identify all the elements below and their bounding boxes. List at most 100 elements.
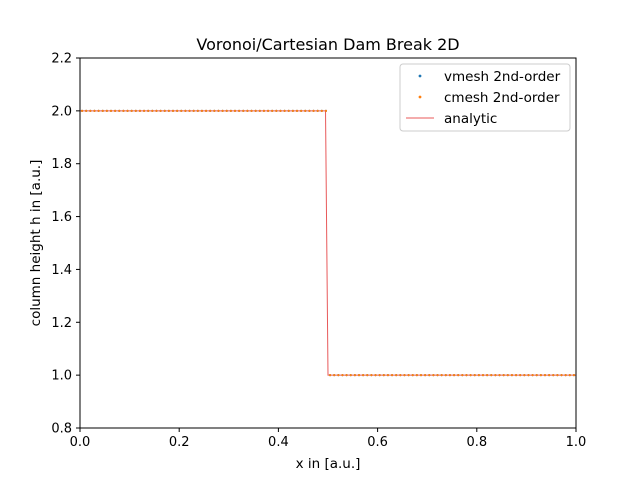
data-point	[548, 374, 551, 377]
data-point	[560, 374, 563, 377]
data-point	[130, 109, 133, 112]
data-point	[192, 109, 195, 112]
data-point	[126, 109, 129, 112]
data-point	[523, 374, 526, 377]
data-point	[514, 374, 518, 377]
data-point	[324, 109, 328, 112]
data-point	[275, 109, 278, 112]
data-point	[283, 109, 286, 112]
data-point	[295, 109, 299, 112]
data-point	[531, 374, 534, 377]
data-point	[184, 109, 187, 112]
data-point	[341, 374, 344, 377]
data-point	[452, 374, 456, 377]
data-point	[543, 374, 547, 377]
y-tick-label: 1.0	[51, 369, 72, 384]
data-point	[167, 109, 170, 112]
data-point	[552, 374, 555, 377]
data-point	[312, 109, 315, 112]
legend-label: cmesh 2nd-order	[444, 90, 560, 106]
data-point	[399, 374, 402, 377]
data-point	[457, 374, 460, 377]
data-point	[93, 109, 96, 112]
data-point	[291, 109, 294, 112]
legend-box	[399, 63, 571, 132]
chart-title: Voronoi/Cartesian Dam Break 2D	[196, 35, 459, 54]
data-point	[142, 109, 146, 112]
data-point	[556, 374, 559, 377]
x-tick-label: 1.0	[566, 435, 587, 450]
y-tick-label: 1.6	[51, 210, 72, 225]
data-point	[89, 109, 92, 112]
data-point	[159, 109, 162, 112]
data-point	[204, 109, 208, 112]
data-point	[85, 109, 88, 112]
data-point	[382, 374, 385, 377]
data-point	[250, 109, 253, 112]
y-axis: 0.8 1.0 1.2 1.4 1.6 1.8 2.0 2.2	[51, 52, 80, 437]
data-point	[415, 374, 418, 377]
y-tick-label: 1.4	[51, 263, 72, 278]
data-point	[134, 109, 137, 112]
data-point	[428, 374, 431, 377]
data-point	[221, 109, 224, 112]
data-point	[498, 374, 501, 377]
data-point	[155, 109, 158, 112]
data-point	[386, 374, 390, 377]
data-point	[217, 109, 220, 112]
analytic-line	[80, 110, 576, 376]
data-point	[378, 374, 381, 377]
data-point	[362, 374, 365, 377]
data-point	[233, 109, 237, 112]
data-point	[502, 374, 505, 377]
x-tick-label: 0.8	[466, 435, 487, 450]
data-point	[151, 109, 154, 112]
data-point	[196, 109, 199, 112]
data-point	[564, 374, 567, 377]
data-point	[494, 374, 497, 377]
legend-label: analytic	[444, 111, 497, 127]
data-point	[209, 109, 212, 112]
data-point	[481, 374, 485, 377]
data-point	[395, 374, 398, 377]
data-point	[403, 374, 406, 377]
data-point	[572, 374, 576, 377]
data-point	[200, 109, 204, 112]
x-axis: 0.0 0.2 0.4 0.6 0.8 1.0	[70, 428, 587, 450]
data-point	[180, 109, 183, 112]
data-point	[279, 109, 282, 112]
y-tick-label: 1.2	[51, 316, 72, 331]
data-point	[109, 109, 113, 112]
data-point	[320, 109, 323, 112]
data-point	[527, 374, 530, 377]
data-point	[465, 374, 468, 377]
data-point	[436, 374, 439, 377]
x-axis-label: x in [a.u.]	[296, 456, 361, 472]
data-point	[424, 374, 427, 377]
data-point	[176, 109, 179, 112]
data-point	[477, 374, 480, 377]
y-tick-label: 0.8	[51, 422, 72, 437]
data-point	[225, 109, 228, 112]
data-point	[366, 374, 369, 377]
x-tick-label: 0.6	[367, 435, 388, 450]
data-point	[138, 109, 142, 112]
data-point	[254, 109, 257, 112]
data-point	[419, 374, 423, 377]
data-point	[101, 109, 104, 112]
data-point	[163, 109, 166, 112]
data-point	[357, 374, 361, 377]
data-point	[568, 374, 571, 377]
legend-item: vmesh 2nd-order	[418, 69, 561, 85]
data-point	[353, 374, 356, 377]
data-point	[510, 374, 514, 377]
data-point	[118, 109, 121, 112]
data-point	[337, 374, 340, 377]
legend-item: analytic	[406, 111, 497, 127]
data-point	[328, 374, 332, 377]
data-point	[374, 374, 377, 377]
data-point	[147, 109, 150, 112]
data-point	[213, 109, 216, 112]
data-point	[246, 109, 249, 112]
y-tick-label: 1.8	[51, 157, 72, 172]
